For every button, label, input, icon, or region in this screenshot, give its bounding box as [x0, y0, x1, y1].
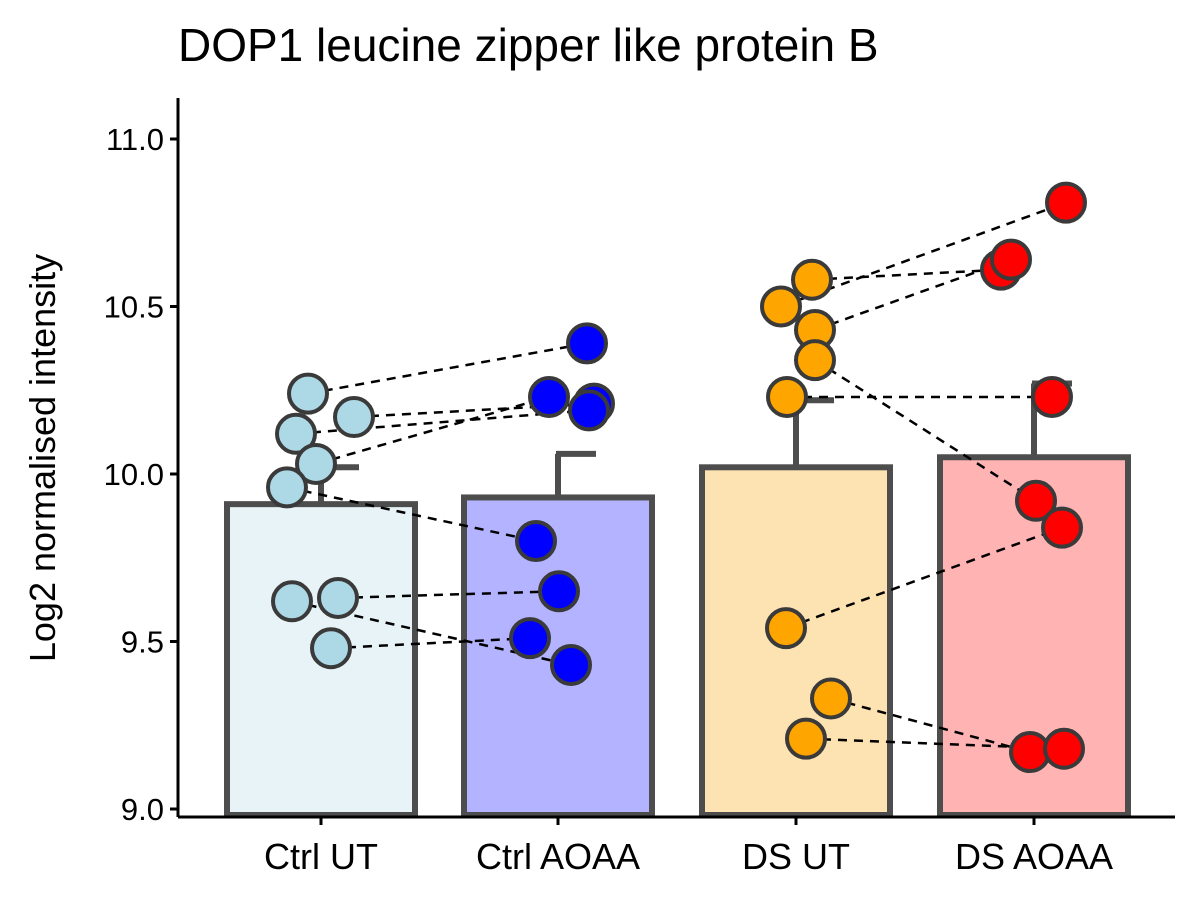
y-tick-label: 10.0 — [104, 457, 164, 492]
point-ds-aoaa — [1043, 727, 1085, 770]
point-ds-aoaa — [990, 238, 1032, 281]
paired-connector-line — [814, 359, 1037, 502]
paired-connector-line — [337, 590, 560, 600]
point-ds-ut — [760, 285, 802, 328]
point-ctrl-ut — [310, 627, 352, 670]
point-ctrl-aoaa — [528, 375, 570, 418]
x-tick-label: DS UT — [742, 836, 850, 877]
paired-connector-line — [830, 697, 1031, 754]
bars-layer — [224, 454, 1131, 818]
point-ds-aoaa — [1031, 375, 1073, 418]
point-ctrl-aoaa — [566, 322, 608, 365]
point-ds-ut — [810, 677, 852, 720]
point-ds-aoaa — [1045, 181, 1087, 224]
point-ctrl-ut — [271, 580, 313, 623]
x-tick-label: Ctrl AOAA — [476, 836, 640, 877]
point-ds-ut — [766, 375, 808, 418]
point-ctrl-ut — [333, 396, 375, 439]
point-ctrl-ut — [287, 372, 329, 415]
point-ctrl-ut — [295, 442, 337, 485]
point-ds-ut — [794, 339, 836, 382]
point-ctrl-ut — [275, 412, 317, 455]
point-ds-aoaa — [1015, 479, 1057, 522]
point-ds-ut — [791, 258, 833, 301]
y-tick-label: 9.5 — [121, 625, 164, 660]
paired-connector-line — [315, 395, 550, 466]
point-ctrl-ut — [266, 466, 308, 509]
point-ctrl-ut — [317, 576, 359, 619]
paired-connector-line — [286, 486, 537, 543]
point-ctrl-aoaa — [509, 617, 551, 660]
axes-layer: 9.0 9.5 10.0 10.5 11.0 Ctrl UT Ctrl AOAA DS UT D… — [104, 98, 1175, 877]
point-ds-ut — [785, 717, 827, 760]
paired-connector-line — [814, 258, 1012, 332]
x-tick-label: DS AOAA — [955, 836, 1113, 877]
y-tick-label: 9.0 — [121, 792, 164, 827]
point-ctrl-aoaa — [538, 570, 580, 613]
points-layer — [266, 181, 1087, 774]
y-tick-label: 10.5 — [104, 290, 164, 325]
y-tick-label: 11.0 — [106, 122, 164, 157]
point-ds-ut — [765, 607, 807, 650]
point-ctrl-aoaa — [550, 643, 592, 686]
point-ctrl-aoaa — [515, 520, 557, 562]
paired-connector-line — [330, 636, 531, 650]
point-ctrl-aoaa — [568, 389, 610, 432]
point-ds-aoaa — [1041, 506, 1083, 549]
x-tick-label: Ctrl UT — [264, 836, 378, 877]
paired-connector-line — [785, 526, 1063, 630]
chart-title: DOP1 leucine zipper like protein B — [178, 19, 879, 71]
